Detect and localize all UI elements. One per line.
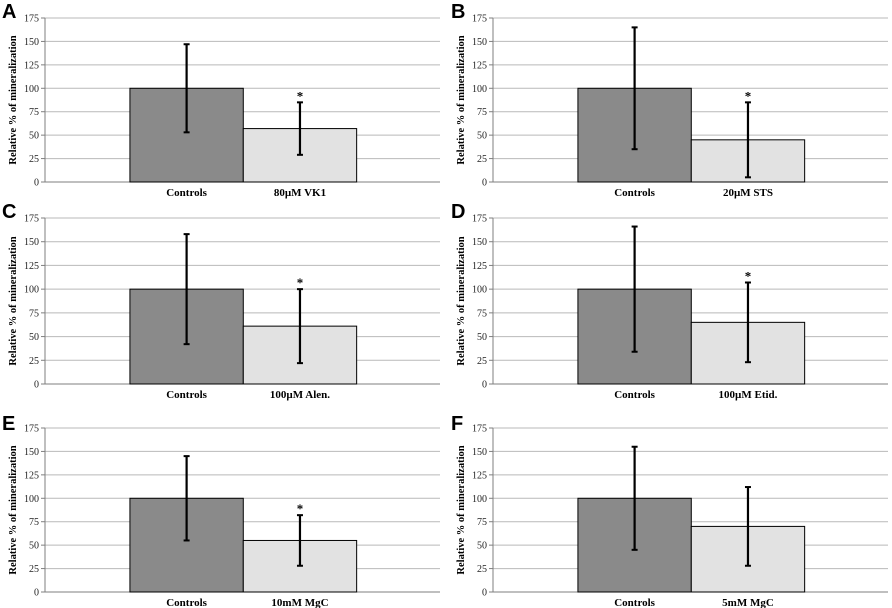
y-tick-label: 75 [477,517,487,528]
y-tick-label: 25 [477,564,487,575]
y-tick-label: 75 [29,517,39,528]
y-tick-label: 125 [472,470,487,481]
y-tick-label: 100 [24,494,39,505]
x-category-label: Controls [614,597,655,608]
y-tick-label: 0 [482,380,487,391]
x-category-label: 10mM MgC [271,597,328,608]
y-tick-label: 75 [29,107,39,118]
panel-letter-e: E [2,413,15,435]
y-tick-label: 25 [29,154,39,165]
y-tick-label: 50 [29,541,39,552]
x-category-label: Controls [166,389,207,401]
y-tick-label: 0 [482,178,487,189]
significance-marker: * [745,88,752,103]
y-tick-label: 0 [482,588,487,599]
significance-marker: * [745,269,752,284]
y-tick-label: 150 [24,37,39,48]
chart-panel-d: 0 25 50 75 100 125 150 175 Relative % of mineral… [451,201,888,401]
chart-panel-b: 0 25 50 75 100 125 150 175 Relative % of mineral… [451,1,888,199]
chart-panel-c: 0 25 50 75 100 125 150 175 Relative % of mineral… [2,201,440,401]
y-tick-label: 175 [472,14,487,25]
y-tick-label: 50 [477,131,487,142]
panel-letter-d: D [451,201,465,223]
y-tick-label: 125 [24,60,39,71]
y-tick-label: 125 [472,60,487,71]
y-axis-title: Relative % of mineralization [8,445,19,574]
y-tick-label: 175 [24,214,39,225]
y-axis-title: Relative % of mineralization [456,445,467,574]
y-tick-label: 175 [24,424,39,435]
x-category-label: Controls [614,389,655,401]
x-category-label: Controls [614,187,655,199]
x-category-label: 80µM VK1 [274,187,326,199]
y-tick-label: 150 [24,447,39,458]
y-tick-label: 0 [34,380,39,391]
y-tick-label: 175 [472,214,487,225]
x-category-label: Controls [166,187,207,199]
y-tick-label: 100 [24,84,39,95]
y-tick-label: 125 [472,261,487,272]
y-axis-title: Relative % of mineralization [8,35,19,164]
y-tick-label: 0 [34,178,39,189]
y-axis-title: Relative % of mineralization [456,236,467,365]
panel-letter-c: C [2,201,16,223]
y-tick-label: 175 [24,14,39,25]
y-tick-label: 75 [477,308,487,319]
y-tick-label: 50 [29,131,39,142]
y-tick-label: 75 [29,308,39,319]
panel-letter-b: B [451,1,465,23]
y-tick-label: 100 [472,285,487,296]
y-tick-label: 100 [472,84,487,95]
y-tick-label: 150 [472,37,487,48]
x-category-label: 100µM Etid. [719,389,778,401]
chart-panel-e: 0 25 50 75 100 125 150 175 Relative % of mineral… [2,413,440,608]
y-tick-label: 150 [472,447,487,458]
y-tick-label: 50 [29,332,39,343]
y-tick-label: 125 [24,470,39,481]
chart-panel-f: 0 25 50 75 100 125 150 175 Relative % of mineral… [451,413,888,608]
y-tick-label: 150 [24,237,39,248]
panel-letter-a: A [2,1,16,23]
y-tick-label: 25 [29,356,39,367]
y-tick-label: 75 [477,107,487,118]
y-axis-title: Relative % of mineralization [8,236,19,365]
significance-marker: * [297,88,304,103]
significance-marker: * [297,501,304,516]
y-tick-label: 100 [472,494,487,505]
panel-letter-f: F [451,413,463,435]
y-tick-label: 0 [34,588,39,599]
y-tick-label: 25 [477,356,487,367]
y-tick-label: 175 [472,424,487,435]
x-category-label: 5mM MgC [722,597,774,608]
chart-panel-a: 0 25 50 75 100 125 150 175 Relative % of mineral… [2,1,440,199]
x-category-label: 100µM Alen. [270,389,330,401]
y-tick-label: 25 [29,564,39,575]
significance-marker: * [297,275,304,290]
y-axis-title: Relative % of mineralization [456,35,467,164]
y-tick-label: 150 [472,237,487,248]
y-tick-label: 125 [24,261,39,272]
x-category-label: Controls [166,597,207,608]
y-tick-label: 50 [477,332,487,343]
y-tick-label: 25 [477,154,487,165]
y-tick-label: 50 [477,541,487,552]
y-tick-label: 100 [24,285,39,296]
x-category-label: 20µM STS [723,187,773,199]
